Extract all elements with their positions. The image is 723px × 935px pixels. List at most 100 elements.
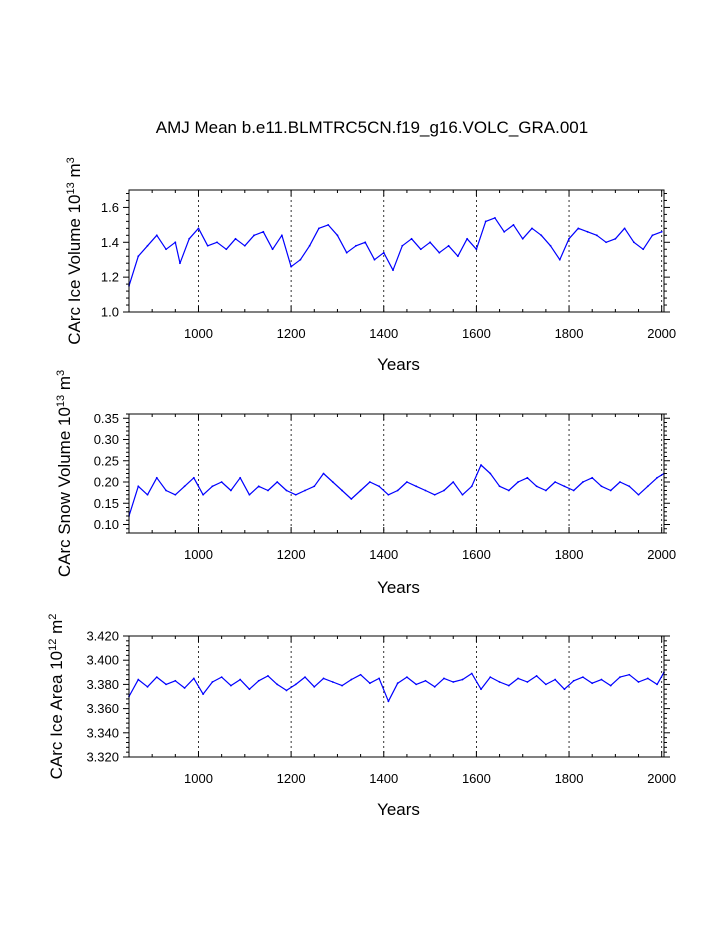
- data-point: [558, 258, 561, 261]
- data-point: [396, 489, 399, 492]
- data-point: [517, 677, 519, 680]
- data-point: [188, 237, 191, 240]
- y-tick-label: 1.2: [101, 270, 119, 285]
- data-point: [401, 244, 404, 247]
- data-point: [267, 675, 269, 677]
- plot-frame: [128, 189, 665, 313]
- chart-panel-snow-volume: 1000 1200 1400 1600 1800 2000 0.10 0.15 0.20 0.25…: [55, 370, 676, 597]
- data-point: [146, 244, 149, 247]
- data-point: [507, 684, 510, 687]
- data-point: [656, 476, 658, 479]
- data-point: [313, 685, 316, 688]
- data-point: [267, 489, 269, 492]
- y-tick-label: 0.25: [94, 453, 119, 468]
- x-tick-label: 2000: [647, 547, 676, 562]
- x-tick-label: 1400: [369, 771, 398, 786]
- data-point: [470, 672, 473, 675]
- data-point: [155, 234, 158, 237]
- y-tick-label: 0.20: [94, 475, 119, 490]
- data-point: [243, 244, 246, 247]
- data-point: [378, 677, 381, 680]
- panels: 1000 1200 1400 1600 1800 2000 1.0 1.2 1.4 1.6 Year…: [47, 157, 676, 819]
- data-point: [461, 678, 464, 681]
- data-point: [355, 244, 357, 247]
- data-point: [336, 234, 339, 237]
- data-point: [248, 493, 251, 496]
- data-point: [526, 681, 529, 683]
- data-point: [290, 265, 293, 268]
- data-point: [359, 673, 362, 676]
- data-point: [433, 493, 436, 496]
- data-point: [359, 489, 362, 492]
- data-point: [628, 673, 631, 676]
- data-point: [433, 685, 436, 688]
- y-tick-label: 1.0: [101, 305, 119, 320]
- data-point: [484, 220, 487, 223]
- data-point: [415, 485, 418, 488]
- data-point: [438, 251, 441, 254]
- data-point: [461, 493, 464, 496]
- y-tick-label: 0.15: [94, 496, 119, 511]
- data-point: [554, 481, 557, 483]
- x-tick-label: 1200: [277, 326, 306, 341]
- x-tick-label: 1600: [462, 771, 491, 786]
- data-point: [220, 481, 223, 483]
- data-point: [179, 262, 181, 265]
- data-point: [341, 684, 343, 687]
- data-point: [350, 498, 353, 500]
- x-tick-label: 1600: [462, 326, 491, 341]
- data-point: [373, 258, 376, 261]
- data-point: [582, 481, 584, 483]
- data-point: [498, 485, 501, 488]
- data-point: [544, 489, 547, 492]
- data-point: [146, 493, 149, 496]
- data-point: [410, 237, 413, 240]
- data-point: [642, 248, 645, 251]
- data-point: [304, 489, 306, 492]
- data-point: [313, 485, 316, 488]
- data-point: [239, 678, 242, 681]
- data-point: [656, 683, 658, 686]
- data-point: [651, 234, 654, 237]
- x-axis-title: Years: [377, 355, 420, 374]
- data-point: [368, 481, 371, 483]
- data-point: [382, 251, 385, 254]
- data-point: [304, 676, 306, 679]
- data-point: [619, 481, 621, 483]
- data-point: [521, 237, 524, 240]
- series-line-ice-area: [128, 672, 665, 702]
- data-point: [183, 687, 186, 689]
- data-point: [155, 476, 158, 479]
- data-point: [257, 485, 260, 488]
- x-tick-label: 1800: [555, 326, 584, 341]
- data-point: [507, 489, 510, 492]
- data-point: [331, 681, 334, 683]
- y-axis-title-exponent: 3: [55, 370, 67, 376]
- data-point: [368, 682, 371, 685]
- data-point: [183, 485, 186, 488]
- data-point: [572, 679, 575, 682]
- data-point: [619, 676, 621, 679]
- y-tick-label: 3.420: [86, 629, 119, 644]
- y-tick-label: 1.4: [101, 235, 119, 250]
- data-point: [318, 227, 320, 230]
- data-point: [396, 682, 399, 685]
- data-point: [174, 241, 177, 244]
- data-point: [341, 489, 343, 492]
- data-point: [234, 237, 237, 240]
- data-point: [591, 682, 594, 685]
- y-tick-label: 3.400: [86, 653, 119, 668]
- data-point: [494, 216, 496, 219]
- data-point: [331, 481, 334, 483]
- y-tick-label: 1.6: [101, 200, 119, 215]
- data-point: [456, 255, 459, 258]
- data-point: [364, 241, 367, 244]
- data-point: [239, 476, 242, 479]
- x-axis-title: Years: [377, 800, 420, 819]
- y-tick-label: 0.35: [94, 411, 119, 426]
- x-tick-label: 2000: [647, 771, 676, 786]
- data-point: [568, 237, 570, 240]
- data-point: [294, 493, 297, 496]
- data-point: [447, 244, 450, 247]
- data-point: [572, 489, 575, 492]
